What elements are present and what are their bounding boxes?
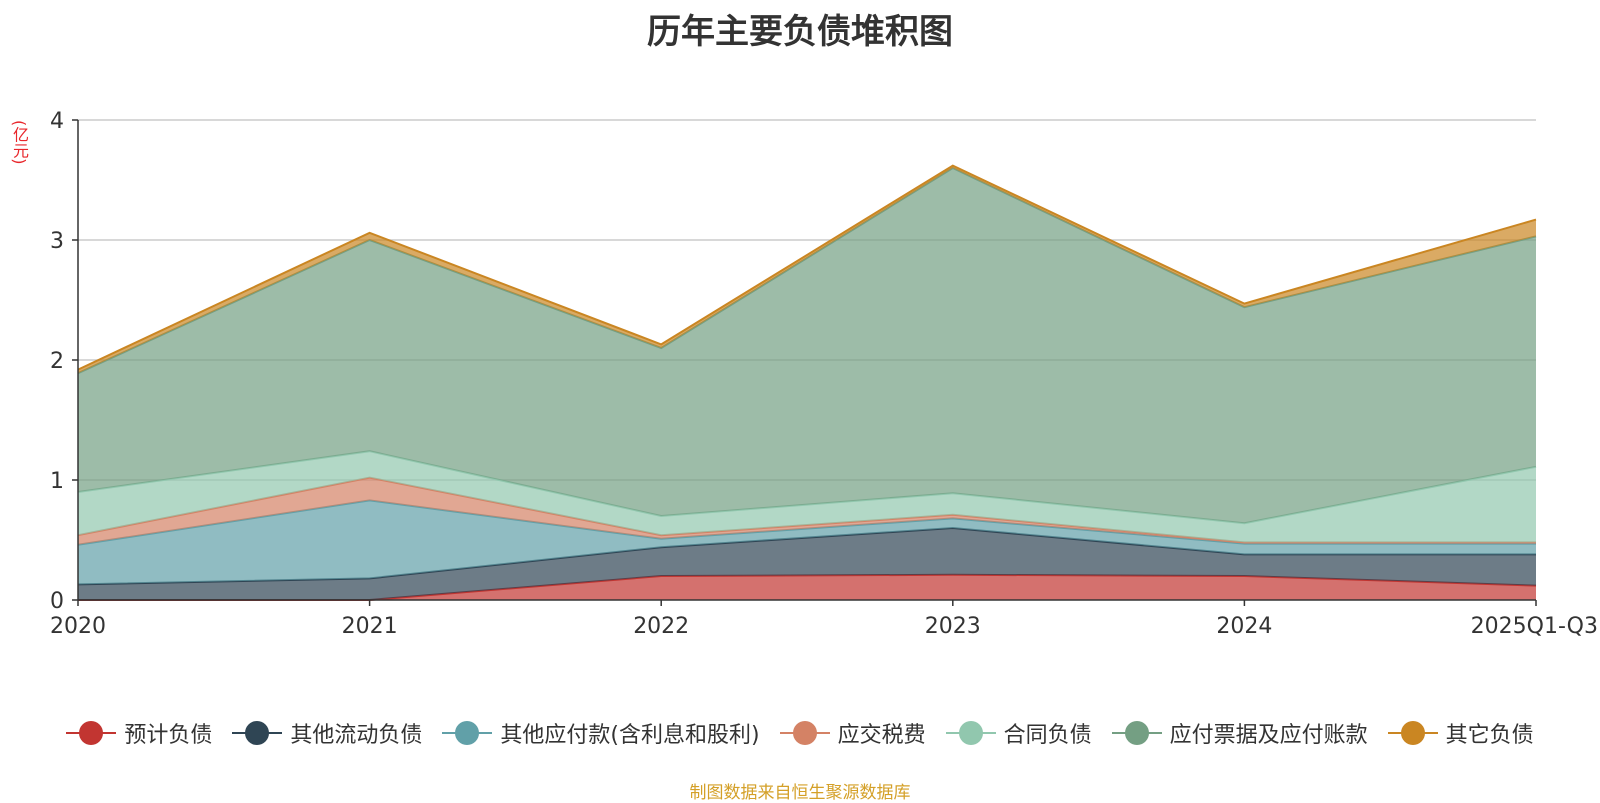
legend-item-6[interactable]: 其它负债 bbox=[1387, 717, 1534, 749]
x-tick-label: 2023 bbox=[925, 614, 981, 639]
source-note: 制图数据来自恒生聚源数据库 bbox=[689, 783, 911, 803]
legend-label: 其它负债 bbox=[1445, 723, 1534, 748]
legend-marker-icon bbox=[442, 721, 493, 745]
x-tick-label: 2022 bbox=[633, 614, 689, 639]
legend-marker-icon bbox=[1387, 721, 1438, 745]
legend-item-4[interactable]: 合同负债 bbox=[945, 717, 1092, 749]
legend: 预计负债 其他流动负债 其他应付款(含利息和股利) 应交税费 合同负债 应付票据及应付账款… bbox=[0, 718, 1600, 748]
x-tick-label: 2024 bbox=[1216, 614, 1272, 639]
legend-label: 其他流动负债 bbox=[290, 723, 423, 748]
area-series-4 bbox=[78, 451, 1536, 543]
legend-label: 应付票据及应付账款 bbox=[1169, 723, 1368, 748]
legend-label: 合同负债 bbox=[1003, 723, 1092, 748]
y-tick-label: 3 bbox=[50, 229, 64, 254]
y-tick-label: 1 bbox=[50, 469, 64, 494]
x-tick-label: 2025Q1-Q3 bbox=[1471, 614, 1598, 639]
legend-label: 应交税费 bbox=[837, 723, 926, 748]
y-tick-label: 2 bbox=[50, 349, 64, 374]
x-tick-label: 2020 bbox=[50, 614, 106, 639]
y-tick-label: 4 bbox=[50, 109, 64, 134]
legend-marker-icon bbox=[66, 721, 117, 745]
legend-label: 其他应付款(含利息和股利) bbox=[500, 723, 760, 748]
y-axis-unit-label: (亿元) bbox=[10, 120, 29, 165]
chart-title: 历年主要负债堆积图 bbox=[647, 12, 953, 52]
line-series-6 bbox=[77, 164, 1537, 371]
legend-label: 预计负债 bbox=[124, 723, 213, 748]
area-series-5 bbox=[78, 168, 1536, 524]
y-tick-label: 0 bbox=[50, 589, 64, 614]
legend-item-1[interactable]: 其他流动负债 bbox=[232, 717, 422, 749]
area-layer bbox=[77, 164, 1537, 601]
area-series-0 bbox=[78, 574, 1536, 600]
legend-item-2[interactable]: 其他应付款(含利息和股利) bbox=[442, 717, 760, 749]
stacked-area-chart: 0 1 2 3 4 2020 2021 2022 2023 2024 2025Q1-Q3 bbox=[50, 109, 1598, 639]
axis-layer: 0 1 2 3 4 2020 2021 2022 2023 2024 2025Q1-Q3 bbox=[50, 109, 1598, 639]
x-tick-label: 2021 bbox=[342, 614, 398, 639]
area-series-3 bbox=[78, 477, 1536, 545]
legend-item-0[interactable]: 预计负债 bbox=[66, 717, 212, 749]
legend-marker-icon bbox=[232, 721, 283, 745]
legend-marker-icon bbox=[945, 721, 996, 745]
legend-item-5[interactable]: 应付票据及应付账款 bbox=[1111, 717, 1368, 749]
legend-marker-icon bbox=[779, 721, 830, 745]
area-series-1 bbox=[78, 528, 1536, 600]
area-series-2 bbox=[78, 500, 1536, 585]
legend-marker-icon bbox=[1111, 721, 1162, 745]
legend-item-3[interactable]: 应交税费 bbox=[779, 717, 926, 749]
